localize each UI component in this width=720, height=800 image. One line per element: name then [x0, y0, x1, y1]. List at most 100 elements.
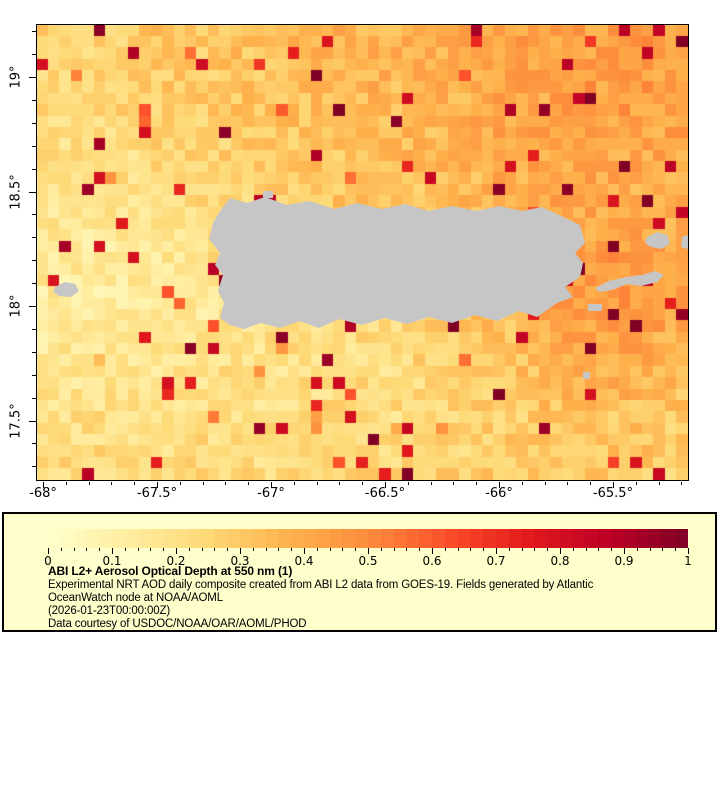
land-speck: [263, 191, 273, 198]
colorbar-segment: [380, 529, 394, 548]
colorbar-segment: [431, 529, 445, 548]
legend-line-2: OceanWatch node at NOAA/AOML: [48, 592, 223, 604]
colorbar-segment: [227, 529, 240, 548]
land-puerto-rico: [209, 197, 585, 329]
x-minor-tick: [521, 482, 523, 485]
y-minor-tick: [32, 168, 36, 170]
x-tick-label-5: -65.5°: [592, 486, 634, 501]
x-major-tick: [271, 482, 272, 488]
x-minor-tick: [544, 482, 546, 485]
colorbar-minor-tick: [342, 548, 344, 551]
colorbar-segment: [419, 529, 432, 548]
colorbar-segment: [355, 529, 368, 548]
x-minor-tick: [293, 482, 295, 485]
colorbar-minor-tick: [201, 548, 203, 551]
x-tick-label-3: -66.5°: [364, 486, 406, 501]
y-minor-tick: [32, 122, 36, 124]
y-minor-tick: [32, 283, 36, 285]
land-edge-islet: [681, 235, 688, 249]
colorbar-minor-tick: [598, 548, 600, 551]
y-major-tick: [29, 77, 36, 78]
y-minor-tick: [32, 237, 36, 239]
x-minor-tick: [339, 482, 341, 485]
colorbar-tick-label-1: 0.1: [102, 554, 122, 568]
x-major-tick: [499, 482, 500, 488]
x-major-tick: [613, 482, 614, 488]
colorbar-minor-tick: [419, 548, 421, 551]
colorbar-segment: [406, 529, 420, 548]
colorbar-segment: [60, 529, 74, 548]
colorbar-minor-tick: [329, 548, 331, 551]
colorbar-segment: [316, 529, 330, 548]
colorbar-tick-label-2: 0.2: [166, 554, 186, 568]
colorbar-segment: [278, 529, 292, 548]
colorbar-segment: [393, 529, 407, 548]
colorbar-major-tick: [624, 548, 625, 554]
colorbar-segment: [559, 529, 573, 548]
x-minor-tick: [316, 482, 318, 485]
colorbar-segment: [73, 529, 87, 548]
x-minor-tick: [430, 482, 432, 485]
colorbar-minor-tick: [380, 548, 382, 551]
x-minor-tick: [225, 482, 227, 485]
colorbar-major-tick: [688, 548, 689, 554]
colorbar-minor-tick: [99, 548, 101, 551]
colorbar-segment: [508, 529, 522, 548]
x-minor-tick: [134, 482, 136, 485]
colorbar-segment: [623, 529, 637, 548]
y-tick-label-3: 17.5°: [8, 402, 24, 439]
x-minor-tick: [635, 482, 637, 485]
colorbar-segment: [342, 529, 356, 548]
x-tick-label-1: -67.5°: [136, 486, 178, 501]
colorbar-minor-tick: [547, 548, 549, 551]
colorbar-minor-tick: [521, 548, 523, 551]
colorbar-segment: [649, 529, 663, 548]
x-minor-tick: [65, 482, 67, 485]
colorbar-minor-tick: [585, 548, 587, 551]
colorbar-segment: [636, 529, 650, 548]
colorbar-minor-tick: [675, 548, 677, 551]
y-tick-label-1: 18.5°: [8, 173, 24, 210]
colorbar-segment: [239, 529, 253, 548]
y-minor-tick: [32, 328, 36, 330]
land-vieques: [595, 271, 664, 292]
colorbar-minor-tick: [86, 548, 88, 551]
y-minor-tick: [32, 214, 36, 216]
colorbar-minor-tick: [73, 548, 75, 551]
colorbar-minor-tick: [534, 548, 536, 551]
colorbar-segment: [252, 529, 266, 548]
y-minor-tick: [32, 466, 36, 468]
colorbar-segment: [457, 529, 471, 548]
y-tick-label-2: 18°: [8, 294, 24, 318]
x-tick-label-0: -68°: [29, 486, 57, 501]
x-tick-label-4: -66°: [485, 486, 513, 501]
y-major-tick: [29, 420, 36, 422]
legend-courtesy: Data courtesy of USDOC/NOAA/OAR/AOML/PHO…: [48, 618, 307, 630]
colorbar-tick-label-6: 0.6: [422, 554, 442, 568]
colorbar-minor-tick: [188, 548, 190, 551]
x-minor-tick: [248, 482, 250, 485]
colorbar-segment: [598, 529, 612, 548]
land-culebra: [645, 232, 670, 249]
x-minor-tick: [111, 482, 113, 485]
colorbar-segment: [124, 529, 138, 548]
land-speck: [588, 304, 602, 311]
colorbar-minor-tick: [662, 548, 664, 551]
colorbar-tick-label-3: 0.3: [230, 554, 250, 568]
legend-timestamp: (2026-01-23T00:00:00Z): [48, 605, 170, 617]
x-minor-tick: [362, 482, 364, 485]
y-minor-tick: [32, 351, 36, 353]
colorbar-minor-tick: [572, 548, 574, 551]
land-mona-island: [53, 282, 79, 297]
colorbar-major-tick: [112, 548, 113, 554]
colorbar-minor-tick: [150, 548, 152, 551]
colorbar-segment: [483, 529, 496, 548]
x-major-tick: [157, 482, 158, 488]
colorbar-major-tick: [432, 548, 433, 554]
colorbar-segment: [48, 529, 61, 548]
colorbar-tick-label-9: 0.9: [614, 554, 634, 568]
colorbar-segment: [163, 529, 176, 548]
colorbar-minor-tick: [163, 548, 165, 551]
colorbar-minor-tick: [137, 548, 139, 551]
colorbar-segment: [662, 529, 676, 548]
